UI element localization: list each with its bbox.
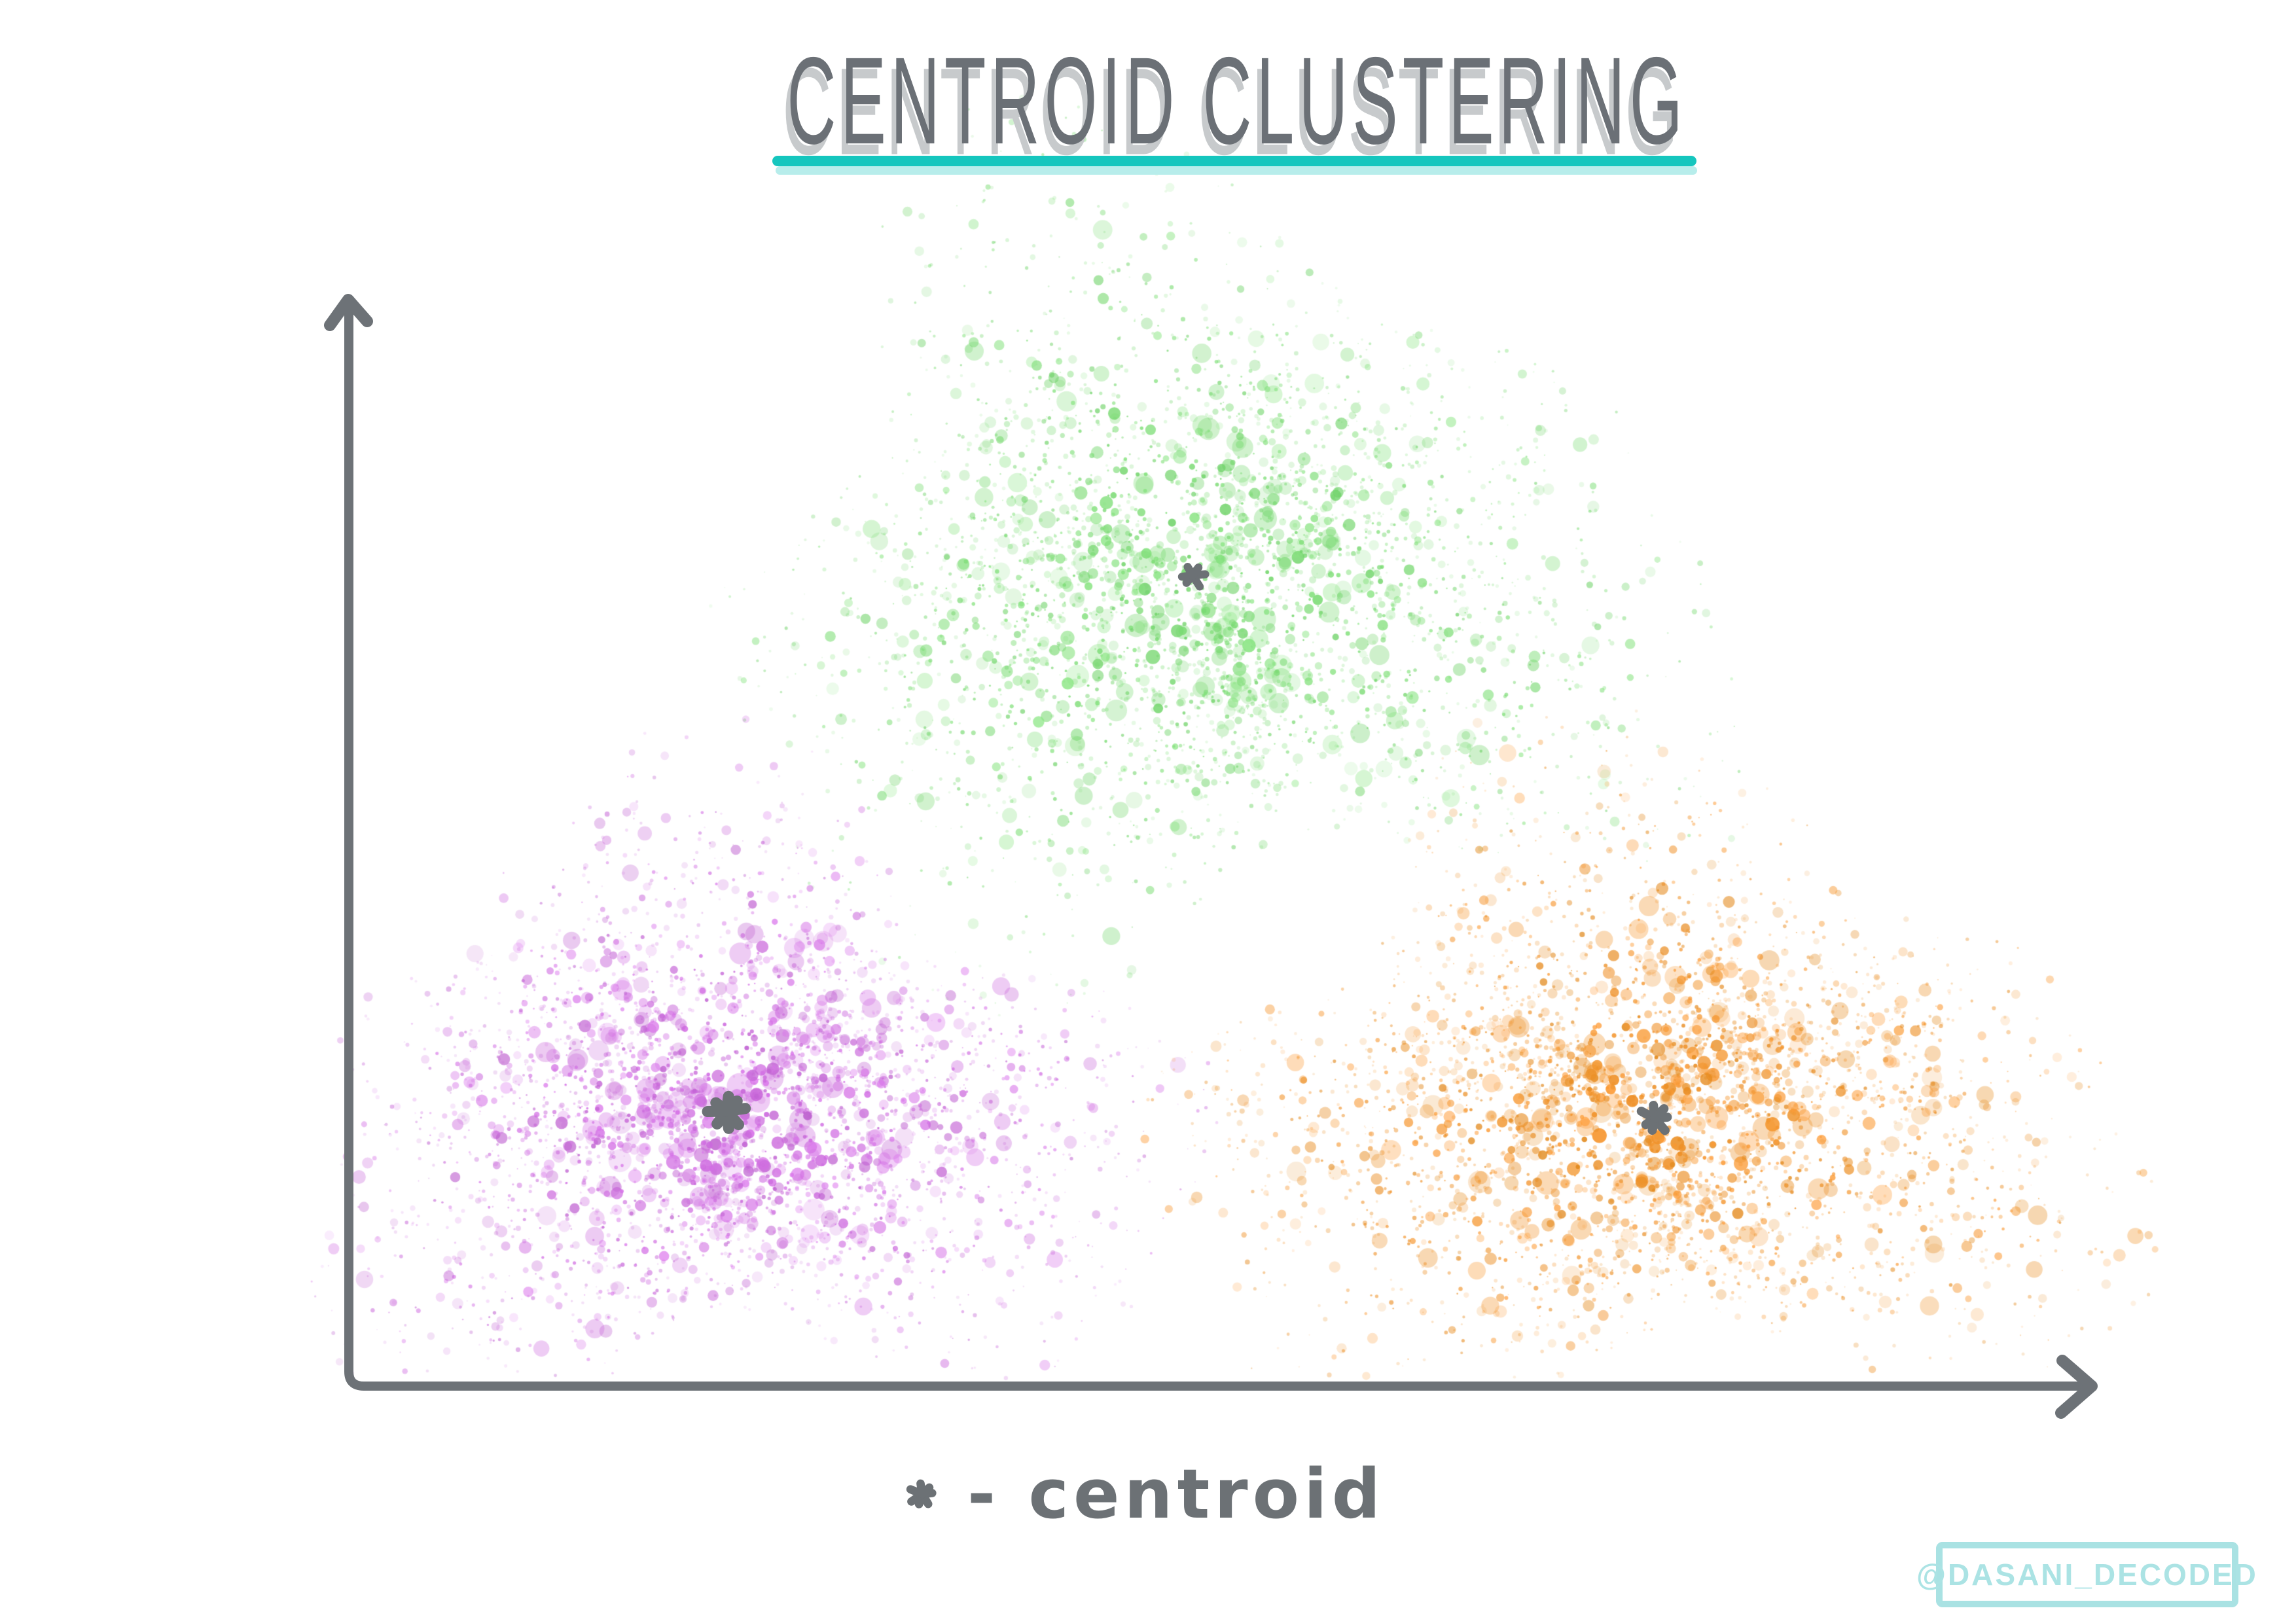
title-block: CENTROID CLUSTERING bbox=[772, 31, 1702, 175]
title-underline bbox=[772, 156, 1696, 166]
centroid-asterisk-icon bbox=[906, 1479, 937, 1508]
title-underline-shadow bbox=[776, 166, 1697, 175]
centroid-marker-purple-icon bbox=[702, 1090, 751, 1134]
watermark-text: @DASANI_DECODED bbox=[1916, 1558, 2258, 1592]
centroid-marker-green-icon bbox=[1177, 563, 1210, 591]
page-title: CENTROID CLUSTERING bbox=[787, 32, 1687, 171]
watermark-badge: @DASANI_DECODED bbox=[1916, 1542, 2256, 1607]
legend: - centroid bbox=[903, 1454, 1385, 1534]
legend-label: - centroid bbox=[967, 1454, 1386, 1534]
centroid-marker-orange-icon bbox=[1636, 1101, 1672, 1135]
